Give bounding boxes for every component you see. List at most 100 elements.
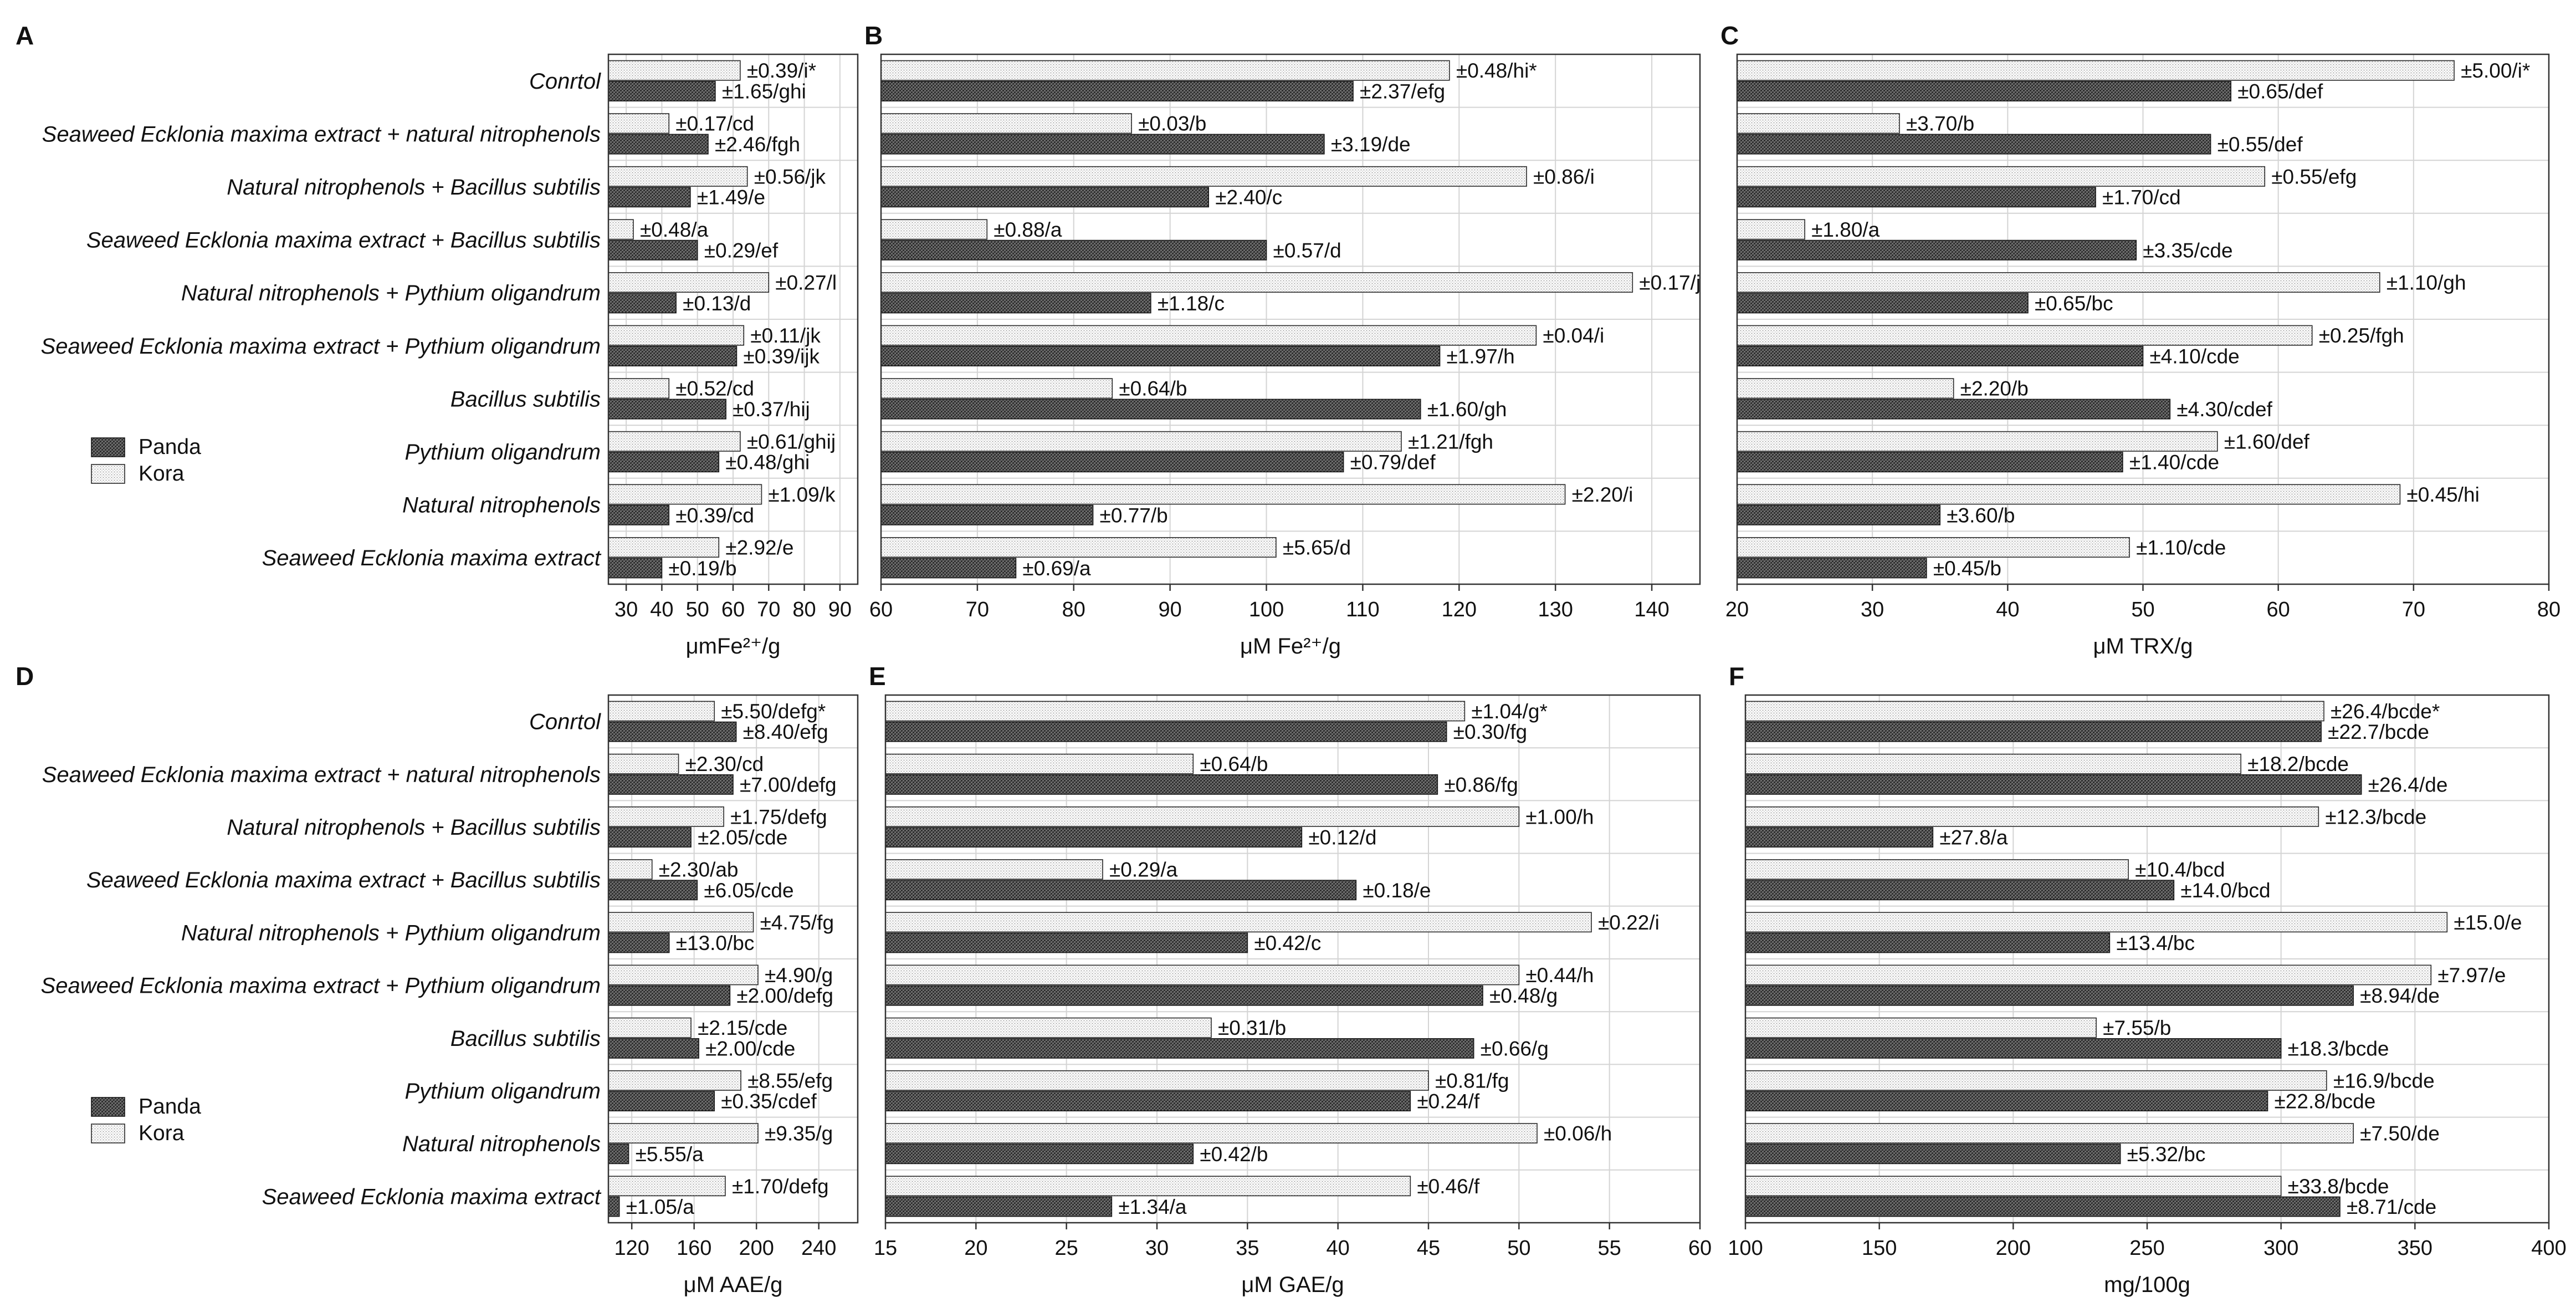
xtick-label-a-1: 40	[650, 598, 673, 621]
label-kora-e-9: ±0.46/f	[1417, 1175, 1480, 1198]
bar-panda-a-0	[608, 81, 716, 101]
bar-panda-a-3	[608, 239, 698, 261]
xtick-label-e-1: 20	[964, 1237, 987, 1260]
xtick-label-a-4: 70	[757, 598, 780, 621]
label-panda-b-3: ±0.57/d	[1273, 239, 1341, 262]
bar-kora-b-8	[880, 484, 1566, 505]
label-panda-c-0: ±0.65/def	[2237, 80, 2323, 103]
label-kora-e-7: ±0.81/fg	[1435, 1069, 1509, 1092]
label-panda-d-0: ±8.40/efg	[743, 721, 828, 743]
label-panda-e-8: ±0.42/b	[1200, 1143, 1268, 1166]
legend-swatch-panda-a	[91, 437, 125, 457]
xtick-label-f-5: 350	[2398, 1237, 2432, 1260]
x-axis-label-e: μM GAE/g	[1241, 1273, 1344, 1297]
bar-kora-a-5	[608, 325, 745, 346]
bar-panda-d-5	[608, 985, 731, 1006]
x-axis-label-d: μM AAE/g	[684, 1273, 783, 1297]
x-axis-label-f: mg/100g	[2104, 1273, 2190, 1297]
bar-panda-b-1	[880, 134, 1325, 155]
label-panda-f-4: ±13.4/bc	[2116, 932, 2195, 954]
xtick-label-d-2: 200	[739, 1237, 774, 1260]
bar-kora-f-7	[1745, 1070, 2327, 1091]
panel-label-a: A	[16, 21, 34, 50]
legend-swatch-panda-d	[91, 1097, 125, 1117]
xtick-label-c-4: 60	[2267, 598, 2290, 621]
label-kora-a-1: ±0.17/cd	[675, 113, 754, 135]
label-kora-b-2: ±0.86/i	[1533, 165, 1595, 188]
xtick-label-b-2: 80	[1062, 598, 1085, 621]
label-kora-c-4: ±1.10/gh	[2386, 272, 2466, 294]
bar-panda-c-9	[1737, 558, 1927, 579]
label-panda-a-8: ±0.39/cd	[675, 504, 754, 527]
label-kora-c-7: ±1.60/def	[2224, 430, 2310, 453]
bar-kora-c-9	[1737, 537, 2130, 558]
bar-kora-d-3	[608, 859, 653, 880]
label-kora-a-6: ±0.52/cd	[675, 377, 754, 400]
label-panda-e-3: ±0.18/e	[1363, 879, 1431, 902]
bar-panda-a-4	[608, 293, 677, 314]
bar-panda-c-5	[1737, 345, 2144, 366]
bar-panda-a-8	[608, 504, 670, 525]
bar-kora-d-7	[608, 1070, 741, 1091]
label-kora-e-3: ±0.29/a	[1109, 859, 1178, 881]
bar-panda-d-6	[608, 1038, 699, 1059]
label-panda-d-6: ±2.00/cde	[705, 1037, 795, 1060]
label-kora-a-3: ±0.48/a	[640, 218, 709, 241]
bar-kora-a-8	[608, 484, 762, 505]
xtick-label-b-3: 90	[1159, 598, 1182, 621]
label-panda-a-2: ±1.49/e	[697, 186, 765, 209]
bar-kora-d-4	[608, 912, 754, 933]
label-panda-a-7: ±0.48/ghi	[725, 451, 810, 474]
category-label-a-4: Natural nitrophenols + Pythium oligandru…	[181, 281, 601, 305]
bar-panda-a-1	[608, 134, 709, 155]
bar-kora-b-7	[880, 431, 1402, 452]
bar-panda-f-0	[1745, 721, 2322, 742]
label-kora-f-1: ±18.2/bcde	[2247, 753, 2349, 775]
xtick-label-b-1: 70	[966, 598, 989, 621]
xtick-label-c-1: 30	[1861, 598, 1884, 621]
bar-panda-e-7	[885, 1091, 1411, 1112]
category-label-d-3: Seaweed Ecklonia maxima extract + Bacill…	[86, 868, 601, 892]
label-panda-b-8: ±0.77/b	[1100, 504, 1168, 527]
label-panda-a-4: ±0.13/d	[683, 292, 751, 315]
bar-kora-e-0	[885, 701, 1466, 722]
bar-panda-f-8	[1745, 1143, 2121, 1165]
bar-kora-b-5	[880, 325, 1537, 346]
bar-kora-e-3	[885, 859, 1103, 880]
bar-panda-b-9	[880, 558, 1017, 579]
label-panda-a-6: ±0.37/hij	[733, 398, 810, 421]
label-kora-b-3: ±0.88/a	[993, 218, 1062, 241]
label-kora-f-6: ±7.55/b	[2103, 1017, 2171, 1039]
label-panda-a-9: ±0.19/b	[668, 557, 736, 580]
bar-panda-f-3	[1745, 880, 2175, 901]
category-label-a-8: Natural nitrophenols	[402, 493, 601, 518]
label-panda-d-3: ±6.05/cde	[704, 879, 793, 902]
label-kora-d-5: ±4.90/g	[765, 964, 833, 987]
bar-panda-f-7	[1745, 1091, 2268, 1112]
label-kora-d-8: ±9.35/g	[765, 1122, 833, 1145]
legend-label-kora-a: Kora	[139, 462, 185, 486]
bar-panda-a-5	[608, 345, 738, 366]
label-kora-d-3: ±2.30/ab	[659, 859, 739, 881]
bar-panda-e-9	[885, 1196, 1113, 1217]
xtick-label-b-8: 140	[1634, 598, 1669, 621]
category-label-d-2: Natural nitrophenols + Bacillus subtilis	[227, 815, 601, 840]
label-panda-e-7: ±0.24/f	[1417, 1090, 1480, 1113]
label-kora-a-8: ±1.09/k	[768, 483, 836, 506]
bar-kora-c-5	[1737, 325, 2313, 346]
bar-kora-a-4	[608, 272, 770, 293]
bar-panda-f-4	[1745, 932, 2111, 953]
label-kora-e-1: ±0.64/b	[1200, 753, 1268, 775]
label-panda-a-1: ±2.46/fgh	[715, 133, 800, 156]
xtick-label-e-0: 15	[874, 1237, 897, 1260]
bar-kora-f-5	[1745, 964, 2432, 985]
bar-panda-b-7	[880, 452, 1344, 473]
bar-panda-d-7	[608, 1091, 715, 1112]
label-panda-d-8: ±5.55/a	[636, 1143, 704, 1166]
xtick-label-d-1: 160	[677, 1237, 711, 1260]
bar-panda-c-6	[1737, 399, 2171, 420]
label-kora-d-7: ±8.55/efg	[747, 1069, 833, 1092]
label-panda-f-0: ±22.7/bcde	[2328, 721, 2429, 743]
category-label-a-3: Seaweed Ecklonia maxima extract + Bacill…	[86, 228, 601, 253]
panel-label-c: C	[1720, 21, 1739, 50]
